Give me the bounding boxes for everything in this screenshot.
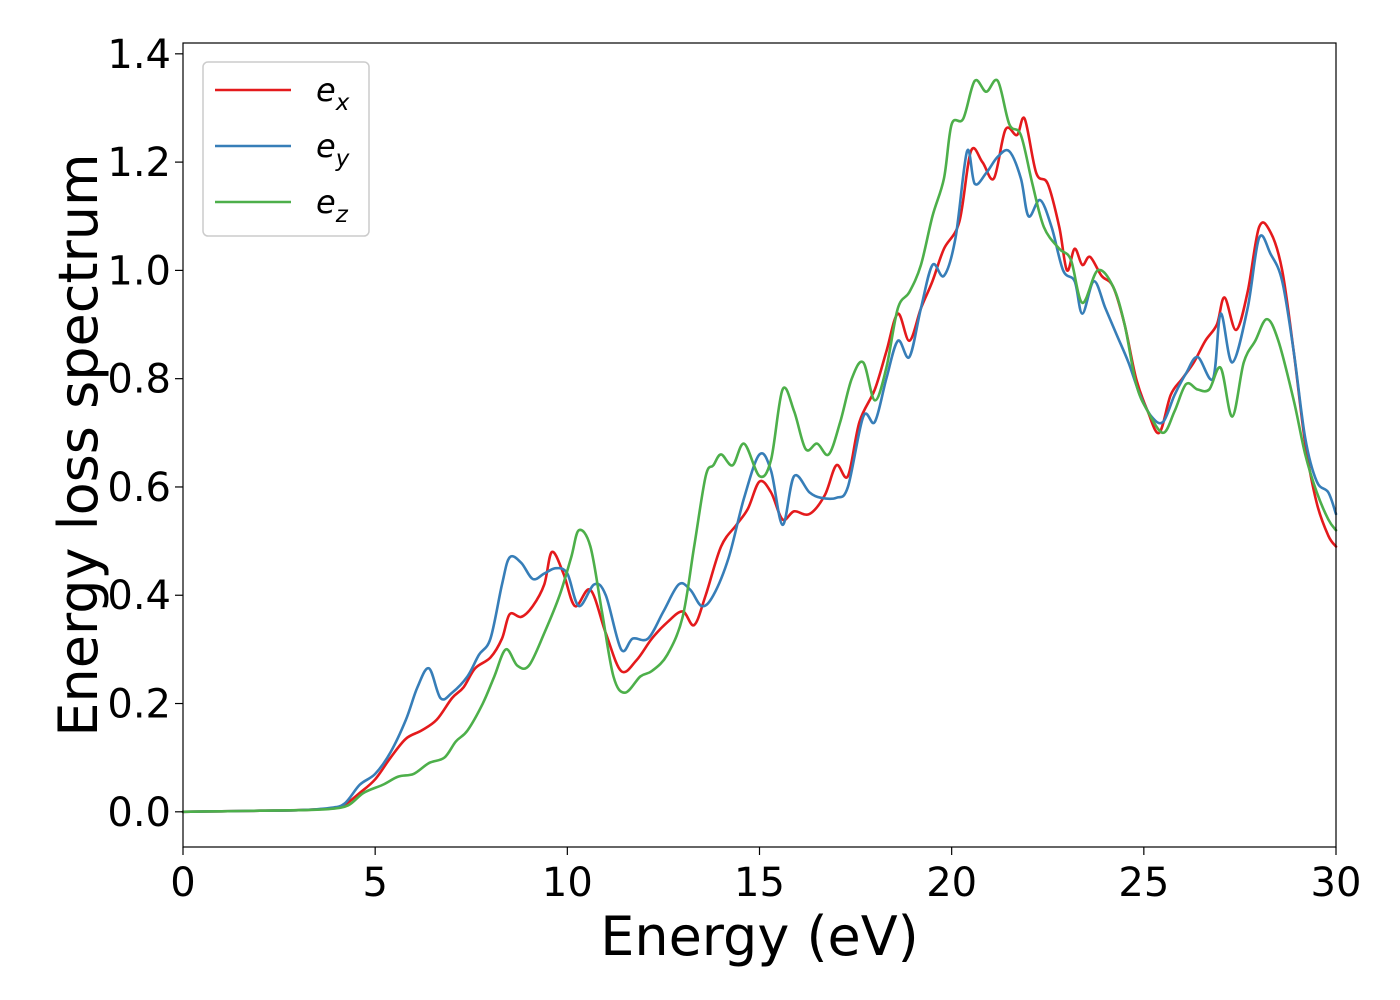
x-tick-label: 10 [542,860,593,906]
legend-label-z: ez [316,183,349,228]
series-line-z [181,78,1338,814]
x-tick-label: 20 [926,860,977,906]
legend: ex ey ez [202,61,370,237]
x-axis-label: Energy (eV) [600,905,919,968]
x-tick-label: 25 [1118,860,1169,906]
legend-label-x: ex [316,71,350,116]
y-tick-label: 0.0 [107,790,171,836]
axes-layer: 0 5 10 15 20 25 30 0.0 0.2 0.4 0.6 0.8 1.0 1.2 1.4 [107,32,1361,906]
legend-label-y: ey [316,127,350,172]
y-tick-label: 1.0 [107,248,171,294]
y-tick-label: 0.8 [107,357,171,403]
y-tick-label: 0.4 [107,573,171,619]
x-tick-label: 30 [1311,860,1362,906]
x-tick-label: 5 [362,860,387,906]
y-tick-label: 0.2 [107,682,171,728]
legend-box [202,61,370,237]
series-layer [181,78,1338,814]
x-tick-label: 0 [170,860,195,906]
x-tick-label: 15 [734,860,785,906]
y-tick-label: 1.2 [107,140,171,186]
y-axis-label: Energy loss spectrum [47,153,110,736]
series-line-y [181,148,1338,814]
y-tick-label: 1.4 [107,32,171,78]
y-tick-label: 0.6 [107,465,171,511]
